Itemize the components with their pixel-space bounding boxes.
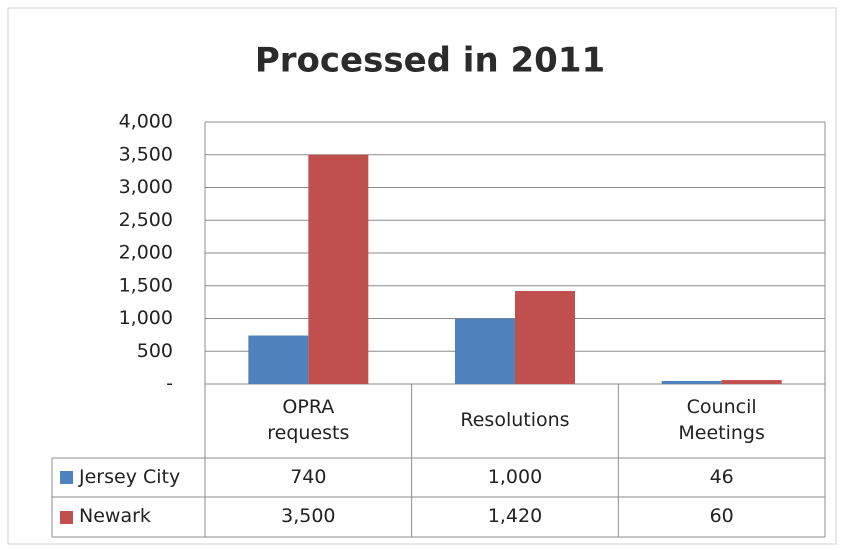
table-value-text: 1,000 <box>487 465 543 488</box>
legend-swatch <box>60 510 73 524</box>
bar <box>455 318 515 384</box>
bar <box>515 290 575 384</box>
table-value-text: 46 <box>709 465 734 488</box>
x-tick-label: OPRA requests <box>245 384 372 458</box>
y-tick-label: 3,500 <box>119 143 173 165</box>
table-value: 3,500 <box>205 497 412 537</box>
legend-entry: Jersey City <box>52 458 205 497</box>
y-tick-label: 1,000 <box>119 307 173 329</box>
chart-frame <box>7 7 837 545</box>
bar <box>308 154 369 384</box>
x-tick-label: Council Meetings <box>658 384 785 458</box>
y-tick-label: - <box>166 373 173 395</box>
table-value-text: 60 <box>709 505 734 528</box>
legend-entry: Newark <box>52 497 205 537</box>
y-tick-label: 4,000 <box>119 111 173 133</box>
bar <box>661 380 722 384</box>
table-value: 1,000 <box>412 458 619 497</box>
y-tick-label: 1,500 <box>119 274 173 296</box>
legend-swatch <box>60 471 73 484</box>
bar <box>721 380 782 384</box>
legend-label: Jersey City <box>79 465 181 488</box>
y-tick-label: 2,500 <box>119 209 173 231</box>
legend-label: Newark <box>79 505 151 528</box>
table-value-text: 740 <box>290 465 327 488</box>
table-value: 740 <box>205 458 412 497</box>
x-tick-label-text: Council Meetings <box>678 396 765 444</box>
table-value: 46 <box>618 458 825 497</box>
chart-title: Processed in 2011 <box>255 41 605 81</box>
y-tick-label: 3,000 <box>119 176 173 198</box>
y-tick-label: 2,000 <box>119 242 173 264</box>
table-value: 60 <box>618 497 825 537</box>
x-tick-label: Resolutions <box>452 384 579 458</box>
x-tick-label-text: OPRA requests <box>267 396 350 444</box>
bar <box>248 335 309 384</box>
y-tick-label: 500 <box>137 340 173 362</box>
table-value-text: 1,420 <box>487 505 543 528</box>
table-value: 1,420 <box>412 497 619 537</box>
table-value-text: 3,500 <box>281 505 336 528</box>
x-tick-label-text: Resolutions <box>460 409 570 432</box>
